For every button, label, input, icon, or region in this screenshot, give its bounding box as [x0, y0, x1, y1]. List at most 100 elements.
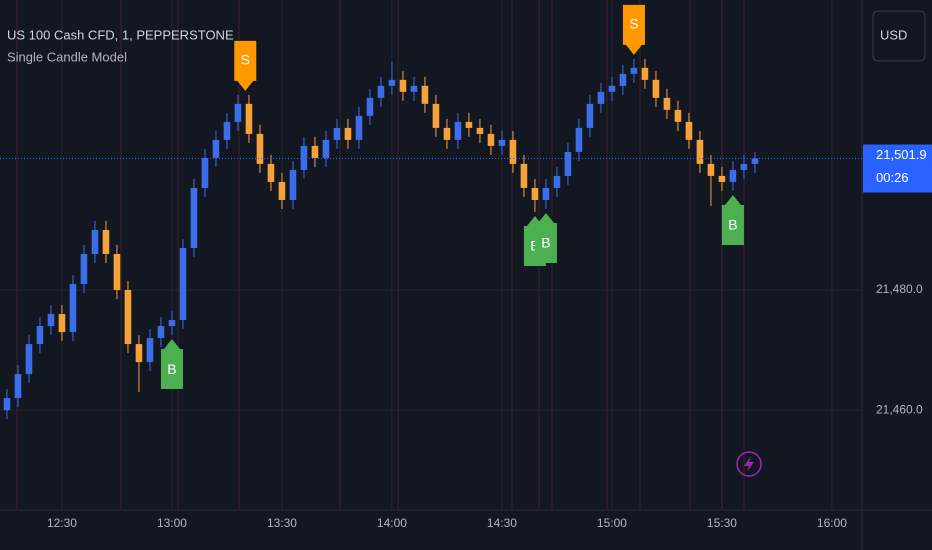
candle-body: [25, 344, 33, 375]
candle-body: [377, 85, 385, 98]
candle-body: [465, 121, 473, 128]
candle-body: [91, 229, 99, 254]
candle-body: [80, 253, 88, 285]
candle-body: [531, 187, 539, 200]
candle-body: [58, 314, 66, 333]
y-tick-label: 21,480.0: [876, 282, 923, 296]
signal-box: [234, 40, 257, 91]
candle-body: [586, 103, 594, 128]
x-tick-label: 12:30: [47, 516, 77, 530]
candle-body: [454, 121, 462, 140]
candle-body: [322, 139, 330, 158]
candle-body: [278, 181, 286, 200]
candle-body: [641, 67, 649, 80]
chart-title: US 100 Cash CFD, 1, PEPPERSTONE: [7, 27, 234, 42]
signal-label: S: [629, 16, 638, 32]
candle-body: [564, 151, 572, 176]
candle-body: [476, 127, 484, 134]
candle-body: [366, 97, 374, 116]
candle-body: [575, 127, 583, 152]
candle-body: [663, 97, 671, 110]
candle-body: [498, 139, 506, 146]
candle-body: [201, 157, 209, 188]
signal-label: B: [541, 235, 550, 251]
candle-body: [234, 103, 242, 122]
candle-body: [410, 85, 418, 92]
candle-body: [135, 344, 143, 363]
candle-body: [509, 139, 517, 164]
candle-body: [102, 229, 110, 254]
buy-signal: B: [721, 194, 744, 245]
candle-body: [113, 253, 121, 291]
candle-body: [168, 320, 176, 327]
candle-body: [47, 314, 55, 327]
candle-body: [520, 163, 528, 188]
currency[interactable]: USD: [880, 27, 907, 42]
signal-box: [721, 194, 744, 245]
y-tick-label: 21,460.0: [876, 402, 923, 416]
candle-body: [124, 290, 132, 345]
candle-body: [289, 169, 297, 200]
candle-body: [311, 145, 319, 158]
lightning-icon[interactable]: [736, 451, 762, 477]
candle-body: [740, 163, 748, 170]
candle-body: [630, 67, 638, 74]
candle-body: [597, 91, 605, 104]
candle-body: [179, 247, 187, 321]
signal-box: [622, 4, 645, 55]
candle-body: [223, 121, 231, 140]
candle-body: [674, 109, 682, 122]
signal-label: B: [728, 217, 737, 233]
currency-button[interactable]: [872, 10, 926, 62]
candle-body: [146, 338, 154, 363]
x-tick-label: 14:30: [487, 516, 517, 530]
countdown: 00:26: [876, 170, 909, 185]
candle-body: [685, 121, 693, 140]
candle-body: [256, 133, 264, 164]
candle-body: [344, 127, 352, 140]
candle-body: [729, 169, 737, 182]
candle-body: [3, 398, 11, 411]
signal-box: [534, 212, 557, 263]
candle-body: [432, 103, 440, 128]
candle-body: [388, 79, 396, 86]
candle-body: [245, 103, 253, 134]
candle-body: [355, 115, 363, 140]
candle-body: [718, 175, 726, 182]
candle-body: [333, 127, 341, 140]
x-tick-label: 14:00: [377, 516, 407, 530]
candle-body: [190, 187, 198, 248]
x-tick-label: 15:00: [597, 516, 627, 530]
sell-signal: S: [622, 4, 645, 55]
candle-body: [542, 187, 550, 200]
candle-body: [751, 158, 759, 164]
candle-body: [652, 79, 660, 98]
candle-body: [608, 85, 616, 92]
buy-signal: B: [160, 339, 183, 390]
signal-box: [160, 339, 183, 390]
candle-body: [487, 133, 495, 146]
x-tick-label: 13:30: [267, 516, 297, 530]
candle-body: [267, 163, 275, 182]
x-tick-label: 13:00: [157, 516, 187, 530]
candle-body: [421, 85, 429, 104]
signal-label: B: [167, 361, 176, 377]
price-tag-label: 21,501.9: [876, 147, 927, 162]
candle-body: [399, 79, 407, 92]
candle-body: [69, 284, 77, 333]
candle-body: [707, 163, 715, 176]
candle-body: [696, 139, 704, 164]
indicator-name: Single Candle Model: [7, 49, 127, 64]
candle-body: [553, 175, 561, 188]
candle-body: [619, 73, 627, 86]
candle-body: [14, 374, 22, 399]
x-tick-label: 16:00: [817, 516, 847, 530]
price-tag: [863, 144, 932, 193]
signal-label: S: [241, 52, 250, 68]
candle-body: [443, 127, 451, 140]
buy-signal: B: [534, 212, 557, 263]
x-tick-label: 15:30: [707, 516, 737, 530]
candle-body: [36, 326, 44, 345]
